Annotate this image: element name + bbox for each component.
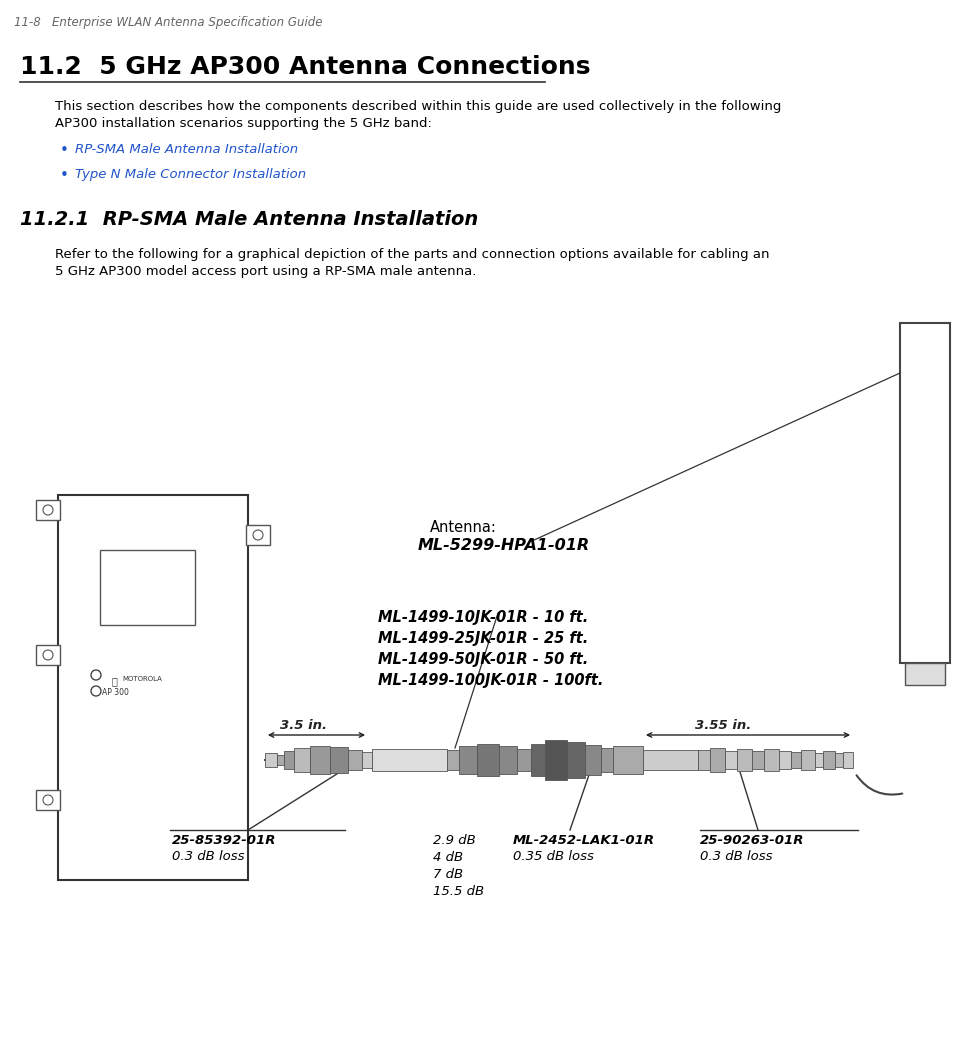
Bar — [284, 752, 294, 769]
Text: 11.2  5 GHz AP300 Antenna Connections: 11.2 5 GHz AP300 Antenna Connections — [20, 55, 590, 79]
Text: 2.9 dB: 2.9 dB — [433, 834, 475, 847]
Bar — [372, 749, 447, 771]
Text: AP 300: AP 300 — [102, 688, 129, 696]
Bar — [330, 747, 348, 773]
Bar — [372, 750, 447, 770]
Text: 25-90263-01R: 25-90263-01R — [700, 834, 804, 847]
Text: 0.35 dB loss: 0.35 dB loss — [513, 850, 594, 863]
Bar — [764, 749, 779, 771]
Bar — [499, 746, 517, 774]
Bar — [58, 495, 248, 880]
Bar — [100, 550, 195, 625]
Bar — [36, 790, 60, 810]
Bar — [698, 750, 710, 770]
Bar — [36, 500, 60, 520]
Circle shape — [43, 650, 53, 660]
Bar — [265, 753, 277, 767]
Text: Refer to the following for a graphical depiction of the parts and connection opt: Refer to the following for a graphical d… — [55, 248, 770, 261]
Text: 7 dB: 7 dB — [433, 868, 463, 881]
Text: 11.2.1  RP-SMA Male Antenna Installation: 11.2.1 RP-SMA Male Antenna Installation — [20, 210, 478, 229]
Text: ML-1499-25JK-01R - 25 ft.: ML-1499-25JK-01R - 25 ft. — [378, 631, 589, 646]
Circle shape — [43, 506, 53, 515]
Bar — [348, 750, 362, 770]
Text: 11-8   Enterprise WLAN Antenna Specification Guide: 11-8 Enterprise WLAN Antenna Specificati… — [14, 16, 322, 29]
Bar — [36, 645, 60, 665]
Circle shape — [91, 670, 101, 680]
Bar — [779, 752, 791, 769]
Bar — [643, 752, 698, 769]
Bar — [294, 748, 310, 772]
Bar — [246, 525, 270, 545]
Text: 15.5 dB: 15.5 dB — [433, 885, 484, 898]
Bar — [459, 746, 477, 774]
Text: Ⓜ: Ⓜ — [112, 676, 118, 686]
Text: RP-SMA Male Antenna Installation: RP-SMA Male Antenna Installation — [75, 143, 298, 156]
Text: 3.55 in.: 3.55 in. — [695, 719, 751, 732]
Bar — [585, 745, 601, 775]
Text: ML-5299-HPA1-01R: ML-5299-HPA1-01R — [418, 538, 590, 553]
Circle shape — [43, 795, 53, 805]
Circle shape — [91, 686, 101, 696]
Text: 25-85392-01R: 25-85392-01R — [172, 834, 277, 847]
Text: MOTOROLA: MOTOROLA — [122, 676, 162, 682]
Text: 0.3 dB loss: 0.3 dB loss — [172, 850, 245, 863]
Bar — [791, 752, 801, 768]
Bar — [447, 750, 459, 770]
Text: ML-2452-LAK1-01R: ML-2452-LAK1-01R — [513, 834, 655, 847]
Text: AP300 installation scenarios supporting the 5 GHz band:: AP300 installation scenarios supporting … — [55, 117, 432, 130]
Bar — [613, 746, 643, 774]
Bar — [823, 752, 835, 769]
Text: ML-1499-10JK-01R - 10 ft.: ML-1499-10JK-01R - 10 ft. — [378, 610, 589, 625]
Text: Type N Male Connector Installation: Type N Male Connector Installation — [75, 168, 306, 181]
Bar — [737, 749, 752, 771]
Bar — [801, 750, 815, 770]
Text: 5 GHz AP300 model access port using a RP-SMA male antenna.: 5 GHz AP300 model access port using a RP… — [55, 265, 476, 278]
Bar — [900, 323, 950, 663]
Bar — [362, 752, 372, 768]
Bar — [843, 752, 853, 768]
Bar — [835, 753, 843, 767]
Bar — [517, 749, 531, 771]
Bar — [277, 755, 284, 765]
Text: •: • — [60, 168, 69, 183]
Bar — [643, 750, 698, 770]
Text: 4 dB: 4 dB — [433, 851, 463, 864]
Bar — [477, 744, 499, 776]
Text: ML-1499-100JK-01R - 100ft.: ML-1499-100JK-01R - 100ft. — [378, 673, 603, 688]
Text: 0.3 dB loss: 0.3 dB loss — [700, 850, 772, 863]
Text: •: • — [60, 143, 69, 158]
Circle shape — [253, 530, 263, 540]
Bar — [710, 748, 725, 772]
Bar — [601, 748, 613, 772]
Bar — [725, 752, 737, 769]
Bar — [815, 753, 823, 767]
Text: ML-1499-50JK-01R - 50 ft.: ML-1499-50JK-01R - 50 ft. — [378, 652, 589, 667]
Bar — [752, 752, 764, 769]
Text: This section describes how the components described within this guide are used c: This section describes how the component… — [55, 100, 781, 113]
Bar — [310, 746, 330, 774]
Text: Antenna:: Antenna: — [430, 520, 497, 535]
Bar — [905, 663, 945, 685]
Bar — [531, 744, 545, 776]
Bar — [545, 740, 567, 780]
Text: 3.5 in.: 3.5 in. — [280, 719, 327, 732]
Bar — [567, 742, 585, 778]
